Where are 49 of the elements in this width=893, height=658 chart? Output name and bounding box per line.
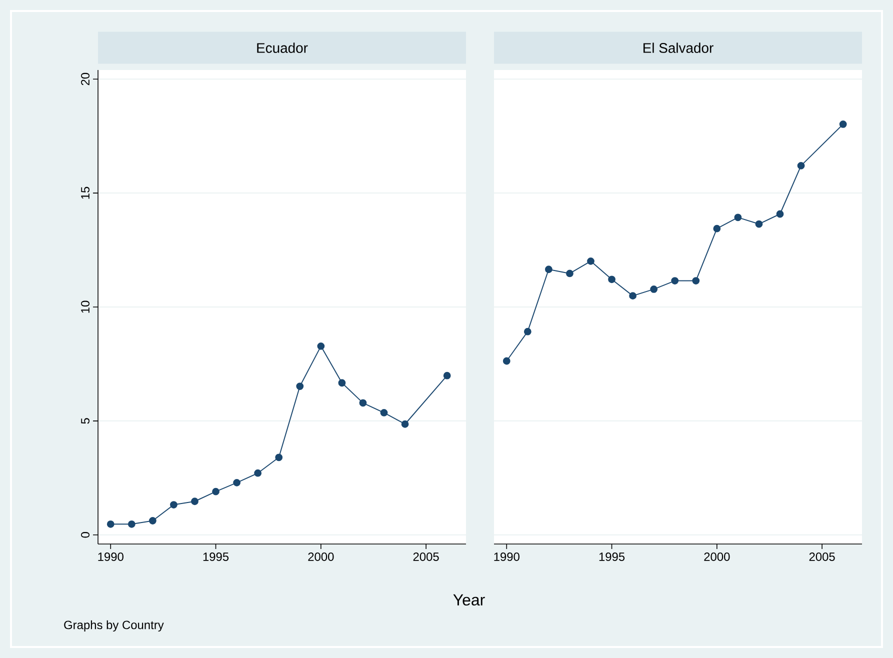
x-tick-label: 1990 bbox=[494, 552, 520, 561]
point bbox=[587, 257, 594, 265]
point bbox=[566, 270, 574, 278]
point bbox=[338, 379, 346, 387]
point bbox=[544, 266, 552, 274]
point bbox=[797, 162, 805, 170]
point bbox=[671, 277, 679, 284]
point bbox=[128, 520, 136, 528]
text: Graphs by Country bbox=[64, 620, 164, 632]
chart-title: El Salvador bbox=[643, 42, 714, 53]
point bbox=[629, 292, 636, 300]
point bbox=[713, 224, 721, 232]
x-tick-label: 1995 bbox=[203, 552, 229, 561]
x-tick-label: 2000 bbox=[308, 552, 334, 561]
point bbox=[191, 498, 198, 506]
point bbox=[502, 357, 510, 365]
point bbox=[275, 454, 283, 462]
x-tick-label: 1995 bbox=[599, 552, 625, 561]
point bbox=[839, 120, 847, 128]
point bbox=[106, 520, 114, 528]
chart-title: Ecuador bbox=[257, 42, 308, 53]
point bbox=[233, 478, 240, 486]
point bbox=[776, 210, 784, 218]
point bbox=[380, 409, 388, 416]
y-tick-label: 5 bbox=[81, 418, 90, 424]
point bbox=[170, 501, 178, 508]
y-tick-label: 10 bbox=[81, 300, 90, 313]
point bbox=[296, 382, 304, 390]
point bbox=[254, 469, 262, 477]
y-tick-label: 20 bbox=[81, 72, 90, 86]
x-axis-title: Year bbox=[453, 594, 485, 606]
point bbox=[755, 220, 763, 228]
point bbox=[650, 286, 658, 293]
point bbox=[443, 372, 451, 380]
point bbox=[734, 214, 742, 222]
point bbox=[212, 488, 220, 496]
point bbox=[317, 342, 325, 350]
x-tick-label: 1990 bbox=[98, 552, 124, 561]
point bbox=[524, 328, 532, 336]
point bbox=[359, 399, 367, 407]
point bbox=[608, 276, 616, 284]
y-tick-label: 0 bbox=[81, 532, 90, 538]
x-tick-label: 2005 bbox=[413, 552, 439, 561]
x-tick-label: 2005 bbox=[809, 552, 835, 561]
y-tick-label: 15 bbox=[81, 186, 90, 199]
point bbox=[148, 517, 156, 524]
point bbox=[401, 420, 409, 428]
x-tick-label: 2000 bbox=[704, 552, 730, 561]
point bbox=[692, 277, 700, 284]
